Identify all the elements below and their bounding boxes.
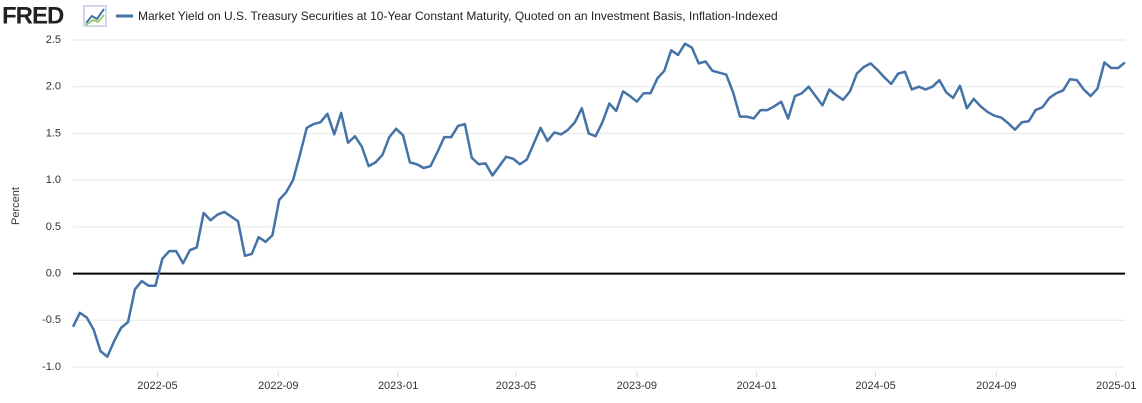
legend-label: Market Yield on U.S. Treasury Securities… — [138, 9, 778, 23]
plot-area — [73, 35, 1125, 372]
x-tick-label: 2023-01 — [378, 380, 418, 392]
y-tick-label: 0.5 — [46, 221, 61, 233]
x-tick-label: 2024-09 — [976, 380, 1016, 392]
y-tick-label: -0.5 — [42, 314, 61, 326]
x-tick-label: 2022-05 — [137, 380, 177, 392]
y-axis-label: Percent — [10, 187, 22, 225]
x-tick-label: 2024-01 — [736, 380, 776, 392]
x-tick-label: 2023-09 — [617, 380, 657, 392]
logo-icon — [83, 5, 107, 27]
series-line — [71, 42, 1126, 358]
y-tick-label: 2.0 — [46, 81, 61, 93]
x-tick-label: 2022-09 — [258, 380, 298, 392]
x-tick-label: 2025-01 — [1096, 380, 1136, 392]
y-tick-label: 1.5 — [46, 127, 61, 139]
x-tick-label: 2023-05 — [496, 380, 536, 392]
y-tick-label: -1.0 — [42, 361, 61, 373]
y-tick-label: 2.5 — [46, 34, 61, 46]
y-tick-label: 1.0 — [46, 174, 61, 186]
y-tick-label: 0.0 — [46, 267, 61, 279]
x-tick-label: 2024-05 — [855, 380, 895, 392]
fred-logo: FRED — [2, 2, 64, 29]
